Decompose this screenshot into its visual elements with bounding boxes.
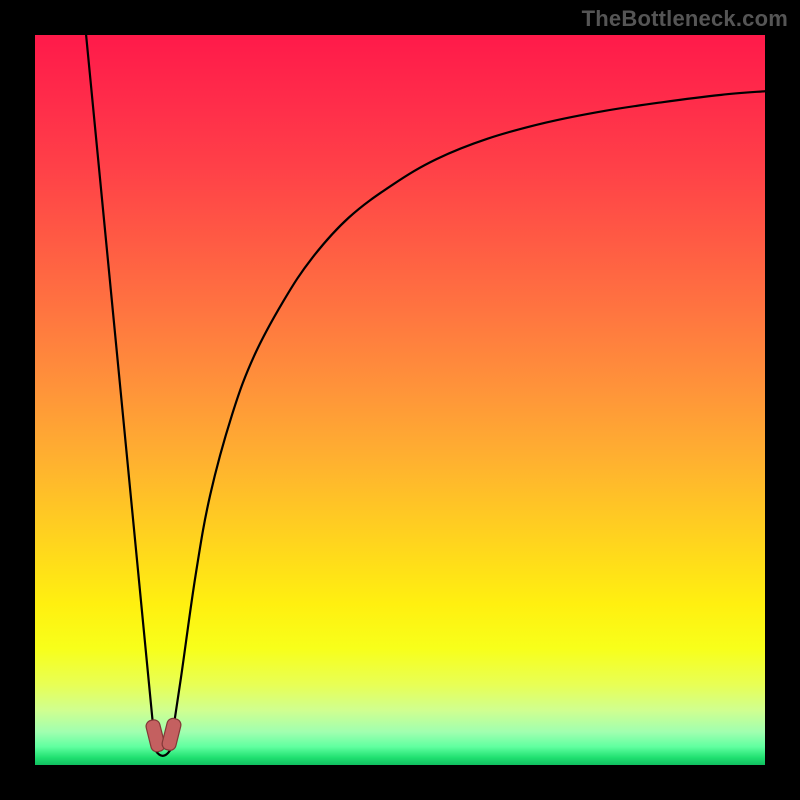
gradient-background — [35, 35, 765, 765]
chart-svg — [35, 35, 765, 765]
chart-container: TheBottleneck.com — [0, 0, 800, 800]
plot-area — [35, 35, 765, 765]
watermark-text: TheBottleneck.com — [582, 6, 788, 32]
